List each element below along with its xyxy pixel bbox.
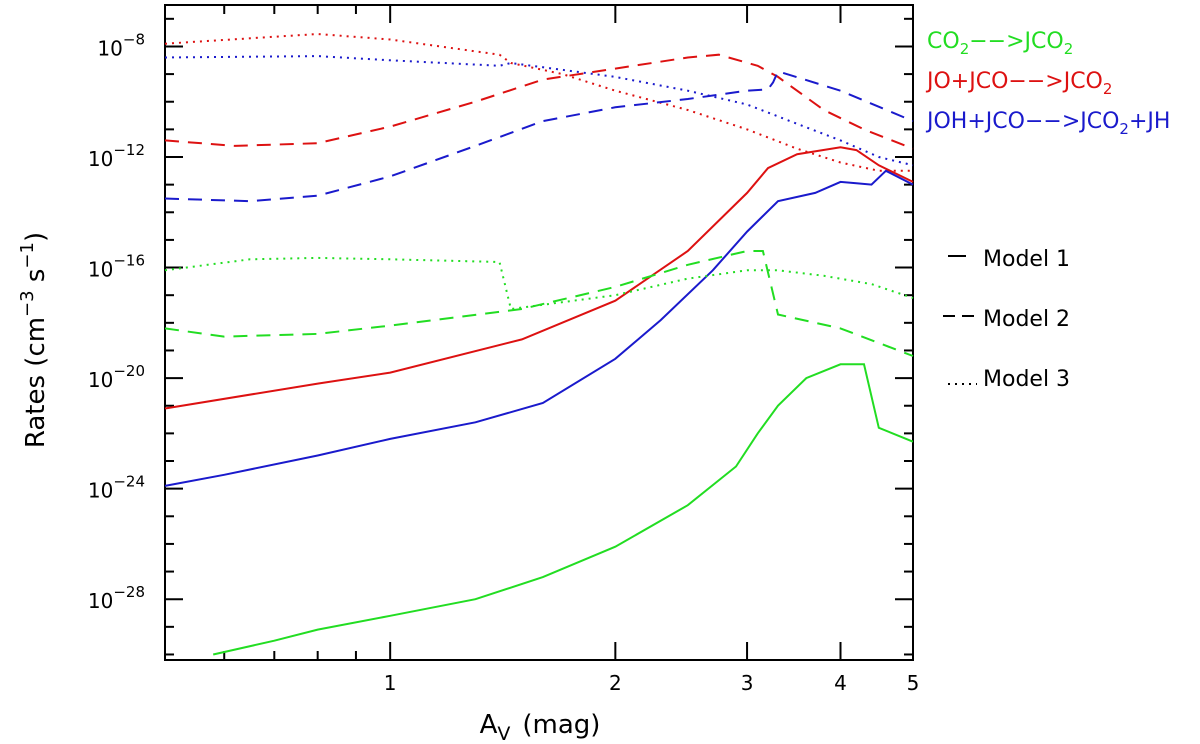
series-line: JO+JCO−−>JCO2 Model 1 <box>164 146 914 410</box>
series-line: CO2−−>JCO2 Model 2 <box>164 250 914 357</box>
y-axis-label-exp1: −3 <box>17 290 38 317</box>
tick-labels: 1 2 3 4 5 10−8 10−12 10−16 10−20 10−24 10−28 <box>88 30 919 695</box>
x-tick-label: 4 <box>834 671 847 695</box>
model-legend-label: Model 2 <box>983 307 1070 332</box>
x-axis-label-main: A <box>480 710 498 740</box>
model-legend-label: Model 3 <box>983 367 1070 392</box>
reaction-legend-entry: JOH+JCO−−>JCO2+JH <box>925 109 1170 138</box>
y-axis-label-main: Rates (cm <box>21 317 51 448</box>
y-tick-label: 10−8 <box>97 30 145 60</box>
y-axis-label-mid: s <box>21 269 51 291</box>
series-line: JO+JCO−−>JCO2 Model 2 <box>164 53 914 150</box>
series-layer: JO+JCO−−>JCO2 Model 1JO+JCO−−>JCO2 Model… <box>164 32 914 656</box>
series-line: JOH+JCO−−>JCO2+JH Model 3 <box>164 55 914 167</box>
y-tick-label: 10−12 <box>88 141 145 171</box>
reaction-legend-entry: JO+JCO−−>JCO2 <box>925 69 1112 98</box>
y-tick-label: 10−24 <box>88 473 145 503</box>
y-tick-label: 10−16 <box>88 252 145 282</box>
x-tick-label: 2 <box>609 671 622 695</box>
x-tick-label: 1 <box>384 671 397 695</box>
y-axis-label: Rates (cm−3 s−1) <box>17 232 51 448</box>
y-tick-label: 10−20 <box>88 362 145 392</box>
x-axis-label-sub: V <box>497 723 510 744</box>
y-tick-label: 10−28 <box>88 583 145 613</box>
x-tick-label: 3 <box>741 671 754 695</box>
plot-frame <box>164 4 914 661</box>
x-tick-label: 5 <box>907 671 920 695</box>
x-axis-label-unit: (mag) <box>522 710 600 740</box>
series-line: CO2−−>JCO2 Model 3 <box>164 256 914 311</box>
y-axis-label-exp2: −1 <box>17 242 38 269</box>
model-legend: Model 1 Model 2 Model 3 <box>943 247 1070 392</box>
tick-marks <box>165 5 914 660</box>
series-line: JO+JCO−−>JCO2 Model 3 <box>164 32 913 172</box>
y-axis-label-end: ) <box>21 232 51 242</box>
series-line: JOH+JCO−−>JCO2+JH Model 1 <box>164 169 914 487</box>
x-axis-label: AV (mag) <box>480 710 601 744</box>
reaction-legend: CO2−−>JCO2 JO+JCO−−>JCO2 JOH+JCO−−>JCO2+JH <box>925 29 1170 138</box>
model-legend-label: Model 1 <box>983 247 1070 272</box>
series-line: JOH+JCO−−>JCO2+JH Model 2 <box>164 70 914 203</box>
series-line: CO2−−>JCO2 Model 1 <box>212 363 914 656</box>
reaction-legend-entry: CO2−−>JCO2 <box>927 29 1073 58</box>
